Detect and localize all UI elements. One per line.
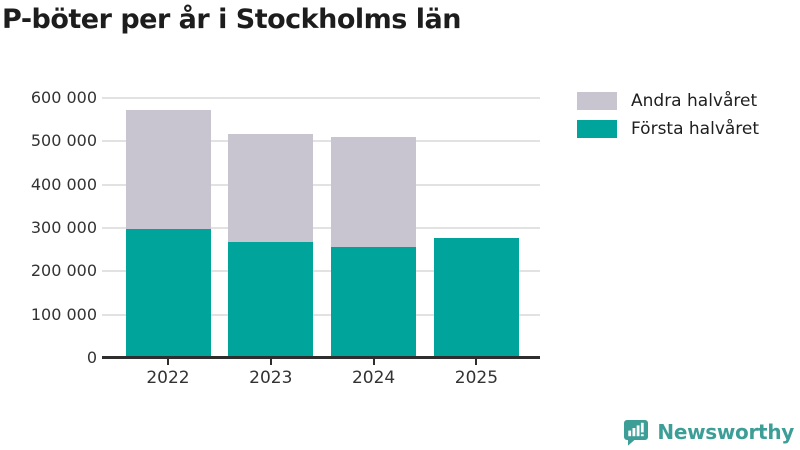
x-tick-2022 <box>167 359 169 365</box>
bar-2025-forsta-halvaret <box>433 237 519 358</box>
legend-item-forsta-halvaret: Första halvåret <box>577 119 760 139</box>
legend-swatch-forsta-halvaret <box>577 120 617 138</box>
y-tick-label-100000: 100 000 <box>30 304 97 324</box>
newsworthy-speech-bubble-bar-chart-icon <box>624 420 649 446</box>
plot-area <box>102 97 540 365</box>
bar-2024-andra-halvaret <box>331 137 417 248</box>
chart-title: P-böter per år i Stockholms län <box>2 4 461 35</box>
x-tick-label-2024: 2024 <box>351 368 396 388</box>
x-tick-label-2023: 2023 <box>249 368 293 388</box>
bar-2022-andra-halvaret <box>125 109 211 229</box>
legend-label: Första halvåret <box>631 119 760 139</box>
y-tick-label-500000: 500 000 <box>30 131 97 151</box>
gridline-200000 <box>102 270 540 273</box>
legend-item-andra-halvaret: Andra halvåret <box>577 91 759 111</box>
bar-2023-forsta-halvaret <box>228 242 314 358</box>
gridline-300000 <box>102 227 540 229</box>
x-tick-2023 <box>269 359 272 365</box>
x-tick-2024 <box>372 359 375 365</box>
y-tick-label-0: 0 <box>86 348 97 367</box>
gridline-100000 <box>102 313 540 316</box>
y-tick-label-600000: 600 000 <box>30 88 97 107</box>
y-tick-label-200000: 200 000 <box>30 261 97 281</box>
y-tick-label-400000: 400 000 <box>30 174 97 194</box>
legend: Andra halvåret Första halvåret <box>577 91 760 148</box>
x-tick-label-2022: 2022 <box>146 368 190 388</box>
bar-2023-andra-halvaret <box>228 134 314 243</box>
y-tick-label-300000: 300 000 <box>30 218 97 237</box>
newsworthy-logo-text: Newsworthy <box>657 420 794 444</box>
bar-2022-forsta-halvaret <box>125 228 211 358</box>
legend-swatch-andra-halvaret <box>577 92 617 110</box>
x-tick-label-2025: 2025 <box>454 368 499 388</box>
gridline-600000 <box>102 97 540 99</box>
gridline-400000 <box>102 183 540 186</box>
gridline-500000 <box>102 140 540 143</box>
newsworthy-logo: Newsworthy <box>622 418 794 446</box>
legend-label: Andra halvåret <box>631 91 758 111</box>
x-axis-line <box>102 356 540 359</box>
x-tick-2025 <box>475 359 478 365</box>
bar-2024-forsta-halvaret <box>331 247 417 358</box>
